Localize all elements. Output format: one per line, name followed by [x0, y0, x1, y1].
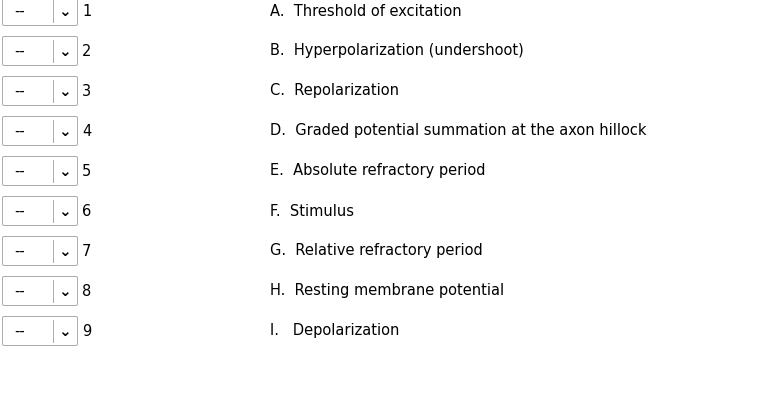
Text: 3: 3 — [82, 83, 91, 99]
Text: ⌄: ⌄ — [58, 243, 71, 259]
Text: --: -- — [14, 83, 25, 99]
FancyBboxPatch shape — [2, 316, 77, 346]
Text: ⌄: ⌄ — [58, 324, 71, 338]
FancyBboxPatch shape — [2, 0, 77, 26]
Text: E.  Absolute refractory period: E. Absolute refractory period — [270, 164, 485, 178]
FancyBboxPatch shape — [2, 77, 77, 105]
Text: --: -- — [14, 43, 25, 59]
Text: 6: 6 — [82, 203, 92, 219]
FancyBboxPatch shape — [2, 36, 77, 65]
FancyBboxPatch shape — [2, 196, 77, 225]
Text: --: -- — [14, 203, 25, 219]
Text: ⌄: ⌄ — [58, 164, 71, 178]
Text: --: -- — [14, 243, 25, 259]
Text: ⌄: ⌄ — [58, 83, 71, 99]
Text: ⌄: ⌄ — [58, 203, 71, 219]
FancyBboxPatch shape — [2, 237, 77, 265]
Text: G.  Relative refractory period: G. Relative refractory period — [270, 243, 483, 259]
Text: H.  Resting membrane potential: H. Resting membrane potential — [270, 284, 504, 298]
Text: --: -- — [14, 284, 25, 298]
Text: --: -- — [14, 164, 25, 178]
Text: I.   Depolarization: I. Depolarization — [270, 324, 400, 338]
FancyBboxPatch shape — [2, 117, 77, 146]
Text: A.  Threshold of excitation: A. Threshold of excitation — [270, 4, 462, 18]
Text: 4: 4 — [82, 124, 92, 138]
Text: F.  Stimulus: F. Stimulus — [270, 203, 354, 219]
Text: 2: 2 — [82, 43, 92, 59]
Text: ⌄: ⌄ — [58, 4, 71, 18]
Text: D.  Graded potential summation at the axon hillock: D. Graded potential summation at the axo… — [270, 124, 646, 138]
Text: --: -- — [14, 324, 25, 338]
FancyBboxPatch shape — [2, 156, 77, 186]
Text: ⌄: ⌄ — [58, 124, 71, 138]
Text: ⌄: ⌄ — [58, 284, 71, 298]
Text: --: -- — [14, 4, 25, 18]
Text: 5: 5 — [82, 164, 92, 178]
Text: --: -- — [14, 124, 25, 138]
Text: 9: 9 — [82, 324, 92, 338]
FancyBboxPatch shape — [2, 277, 77, 306]
Text: 1: 1 — [82, 4, 92, 18]
Text: 8: 8 — [82, 284, 92, 298]
Text: ⌄: ⌄ — [58, 43, 71, 59]
Text: C.  Repolarization: C. Repolarization — [270, 83, 399, 99]
Text: B.  Hyperpolarization (undershoot): B. Hyperpolarization (undershoot) — [270, 43, 524, 59]
Text: 7: 7 — [82, 243, 92, 259]
